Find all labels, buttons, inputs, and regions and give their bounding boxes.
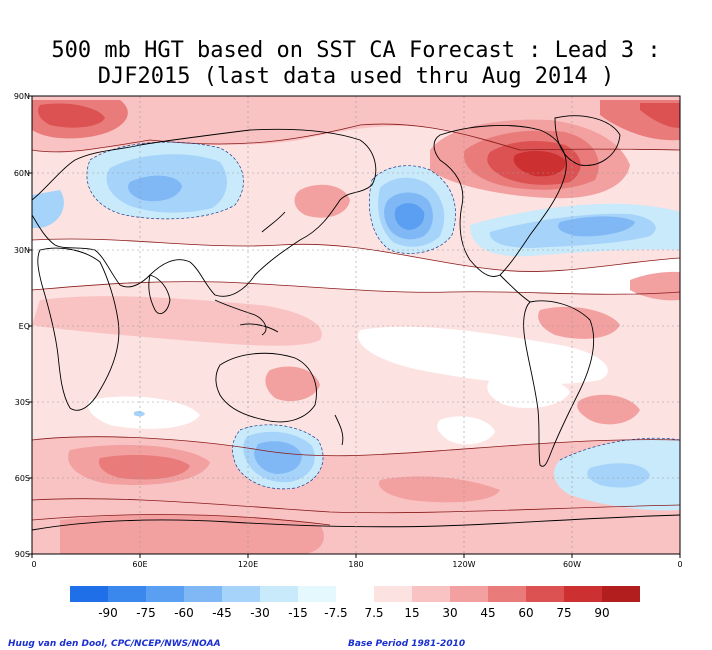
chart-title-line2: DJF2015 (last data used thru Aug 2014 ) [97, 64, 615, 89]
lat-label-30n: 30N [13, 246, 30, 255]
colorbar-label: -45 [212, 606, 232, 620]
colorbar-label: -15 [288, 606, 308, 620]
colorbar-box [298, 586, 336, 602]
colorbar-box [564, 586, 602, 602]
colorbar-label: 45 [480, 606, 496, 620]
base-period-text: Base Period 1981-2010 [348, 639, 466, 649]
colorbar-box [184, 586, 222, 602]
colorbar-label: 60 [518, 606, 534, 620]
colorbar-label: 30 [442, 606, 458, 620]
colorbar-box [412, 586, 450, 602]
colorbar-label: -7.5 [324, 606, 348, 620]
colorbar-box [602, 586, 640, 602]
lat-label-60n: 60N [13, 169, 30, 178]
colorbar-box [222, 586, 260, 602]
colorbar-box [260, 586, 298, 602]
colorbar-box [374, 586, 412, 602]
colorbar [70, 586, 640, 602]
lon-label-60e: 60E [132, 560, 148, 569]
colorbar-box [146, 586, 184, 602]
axis-ticks [28, 95, 681, 558]
lon-label-0-left: 0 [31, 560, 37, 569]
credit-text: Huug van den Dool, CPC/NCEP/NWS/NOAA [8, 639, 221, 649]
lat-label-60s: 60S [14, 474, 30, 483]
colorbar-label: 90 [594, 606, 610, 620]
negative-contours [86, 141, 680, 490]
contour-lines [32, 123, 680, 526]
lon-label-0-right: 0 [677, 560, 683, 569]
colorbar-label: 75 [556, 606, 572, 620]
lon-label-120w: 120W [452, 560, 476, 569]
colorbar-box [450, 586, 488, 602]
chart-title-line1: 500 mb HGT based on SST CA Forecast : Le… [51, 38, 661, 63]
colorbar-label: -30 [250, 606, 270, 620]
lat-label-90n: 90N [13, 92, 30, 101]
lon-label-120e: 120E [237, 560, 259, 569]
colorbar-box [108, 586, 146, 602]
colorbar-box [526, 586, 564, 602]
colorbar-label: 15 [404, 606, 420, 620]
colorbar-label: -90 [98, 606, 118, 620]
lon-label-180: 180 [348, 560, 364, 569]
lat-label-eq: EQ [18, 322, 30, 331]
lat-label-90s: 90S [14, 550, 30, 559]
continent-outlines [32, 115, 680, 531]
colorbar-label: 7.5 [364, 606, 384, 620]
colorbar-box [336, 586, 374, 602]
colorbar-label: -60 [174, 606, 194, 620]
grid-lines [32, 96, 680, 554]
lon-label-60w: 60W [562, 560, 582, 569]
colorbar-box [70, 586, 108, 602]
colorbar-label: -75 [136, 606, 156, 620]
colorbar-box [488, 586, 526, 602]
lat-label-30s: 30S [14, 398, 30, 407]
